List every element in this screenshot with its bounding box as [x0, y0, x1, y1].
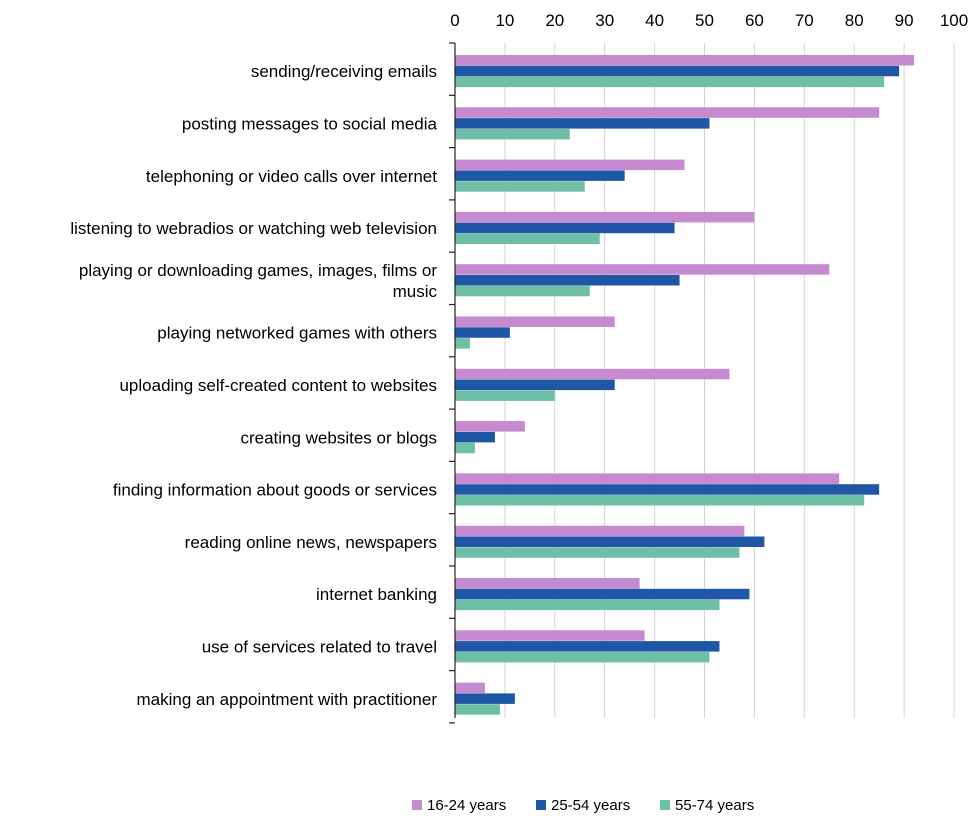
category-label: internet banking — [316, 585, 437, 604]
bar-55-74-years — [455, 651, 710, 663]
value-axis-ticks: 0 10 20 30 40 50 60 70 80 90 100 — [450, 11, 968, 30]
bar-25-54-years — [455, 379, 615, 391]
legend-swatch — [536, 800, 546, 810]
bar-25-54-years — [455, 170, 625, 181]
bar-55-74-years — [455, 704, 500, 715]
bars — [455, 55, 915, 715]
bar-16-24-years — [455, 211, 755, 223]
bar-55-74-years — [455, 547, 740, 558]
bar-16-24-years — [455, 159, 685, 171]
category-label: reading online news, newspapers — [185, 533, 437, 552]
bar-16-24-years — [455, 107, 880, 118]
category-axis — [449, 42, 456, 724]
legend-label: 16-24 years — [427, 797, 506, 814]
x-tick-label: 100 — [940, 11, 968, 30]
x-tick-label: 80 — [845, 11, 864, 30]
bar-16-24-years — [455, 264, 830, 275]
x-tick-label: 30 — [595, 11, 614, 30]
x-tick-label: 10 — [495, 11, 514, 30]
category-label: playing networked games with others — [157, 324, 437, 343]
bar-25-54-years — [455, 588, 750, 600]
bar-16-24-years — [455, 578, 640, 589]
bar-55-74-years — [455, 599, 720, 611]
x-tick-label: 90 — [895, 11, 914, 30]
bar-25-54-years — [455, 118, 710, 129]
bar-55-74-years — [455, 285, 590, 297]
category-label: telephoning or video calls over internet — [146, 167, 437, 186]
bar-16-24-years — [455, 316, 615, 327]
bar-55-74-years — [455, 76, 885, 88]
category-label: making an appointment with practitioner — [137, 690, 438, 709]
bar-25-54-years — [455, 275, 680, 286]
category-label: use of services related to travel — [202, 638, 437, 657]
bar-25-54-years — [455, 536, 765, 547]
bar-55-74-years — [455, 181, 585, 192]
bar-55-74-years — [455, 128, 570, 140]
x-tick-label: 50 — [695, 11, 714, 30]
legend: 16-24 years 25-54 years 55-74 years — [412, 797, 754, 814]
bar-16-24-years — [455, 682, 485, 694]
category-label: playing or downloading games, images, fi… — [79, 261, 438, 301]
category-label: sending/receiving emails — [251, 62, 437, 81]
bar-55-74-years — [455, 390, 555, 401]
bar-55-74-years — [455, 442, 475, 454]
bar-16-24-years — [455, 630, 645, 641]
bar-16-24-years — [455, 525, 745, 537]
bar-16-24-years — [455, 421, 525, 432]
legend-label: 55-74 years — [675, 797, 754, 814]
legend-swatch — [660, 800, 670, 810]
bar-25-54-years — [455, 484, 880, 495]
bar-55-74-years — [455, 338, 470, 349]
bar-25-54-years — [455, 65, 900, 77]
bar-55-74-years — [455, 495, 865, 506]
x-tick-label: 60 — [745, 11, 764, 30]
bar-25-54-years — [455, 431, 495, 443]
legend-swatch — [412, 800, 422, 810]
category-label: finding information about goods or servi… — [113, 481, 437, 500]
bar-55-74-years — [455, 233, 600, 244]
bar-16-24-years — [455, 55, 915, 66]
legend-label: 25-54 years — [551, 797, 630, 814]
bar-25-54-years — [455, 693, 515, 704]
bar-25-54-years — [455, 641, 720, 652]
category-label: listening to webradios or watching web t… — [70, 219, 437, 238]
bar-25-54-years — [455, 222, 675, 234]
x-tick-label: 40 — [645, 11, 664, 30]
category-labels: sending/receiving emails posting messages… — [70, 62, 437, 709]
x-tick-label: 70 — [795, 11, 814, 30]
bar-16-24-years — [455, 473, 840, 484]
category-label: creating websites or blogs — [240, 428, 437, 447]
bar-25-54-years — [455, 327, 510, 338]
x-tick-label: 0 — [450, 11, 459, 30]
category-label: posting messages to social media — [182, 115, 438, 134]
x-tick-label: 20 — [545, 11, 564, 30]
gridlines — [504, 43, 955, 718]
category-label: uploading self-created content to websit… — [119, 376, 437, 395]
bar-16-24-years — [455, 368, 730, 380]
